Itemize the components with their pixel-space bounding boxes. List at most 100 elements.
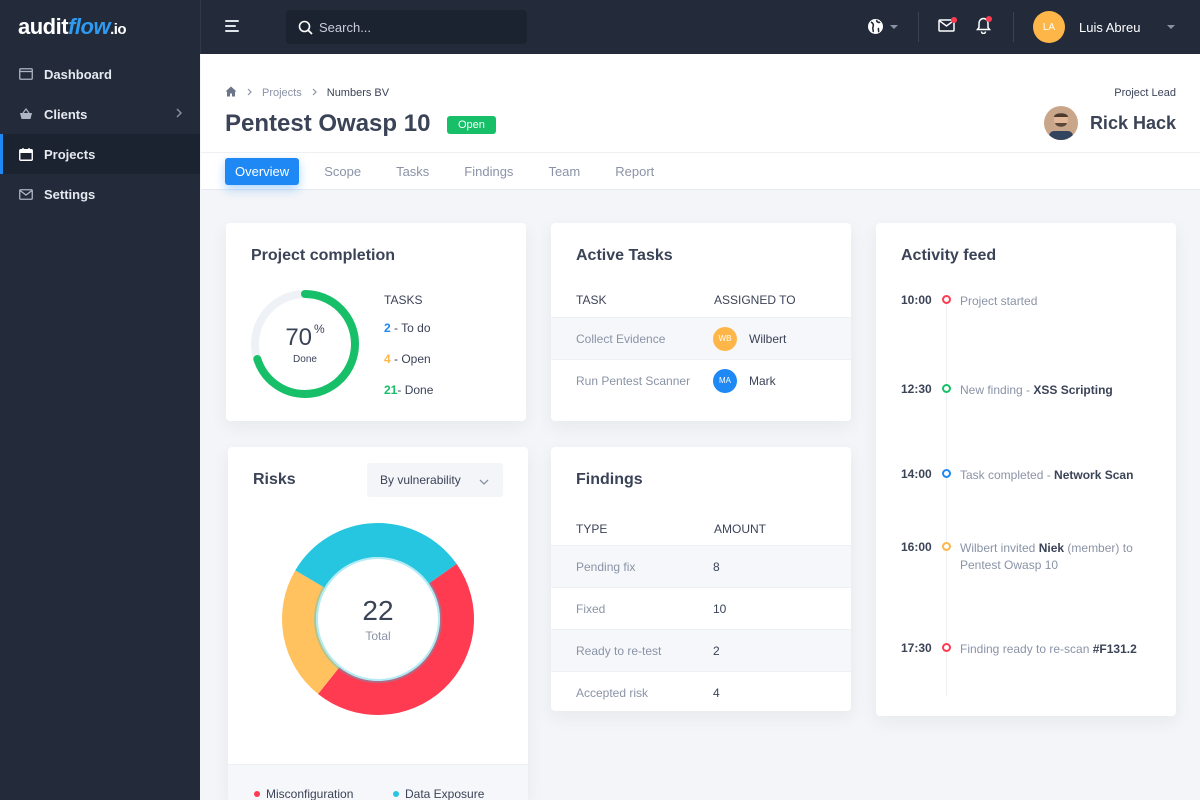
sidebar-item-projects[interactable]: Projects xyxy=(0,134,200,174)
hamburger-menu-icon[interactable] xyxy=(225,20,239,32)
card-title: Activity feed xyxy=(901,247,997,264)
tab-team[interactable]: Team xyxy=(548,164,581,179)
timeline-line xyxy=(946,303,947,696)
table-row[interactable]: Pending fix 8 xyxy=(551,545,851,587)
legend-label: Data Exposure xyxy=(405,787,485,800)
table-row[interactable]: Accepted risk 4 xyxy=(551,671,851,713)
topbar-divider xyxy=(918,12,919,42)
donut-segment-1[interactable] xyxy=(282,570,340,694)
lead-avatar xyxy=(1043,106,1078,140)
project-completion-card: Project completion 70% Done TASKS 2 - To… xyxy=(226,223,526,421)
app-logo[interactable]: audit flow .io xyxy=(0,0,200,54)
language-selector[interactable] xyxy=(867,18,898,35)
tasks-heading: TASKS xyxy=(384,293,423,307)
messages-button[interactable] xyxy=(938,17,957,37)
donut-segment-0[interactable] xyxy=(318,563,474,715)
tabs-divider xyxy=(201,152,1200,153)
tab-overview[interactable]: Overview xyxy=(225,158,300,185)
timeline-dot xyxy=(942,643,951,652)
assignee: WB Wilbert xyxy=(713,326,787,351)
tab-report[interactable]: Report xyxy=(615,164,655,179)
assignee: MA Mark xyxy=(713,368,776,393)
task-stat-todo: 2 - To do xyxy=(384,321,431,335)
column-header-amount: AMOUNT xyxy=(714,522,766,536)
breadcrumb: Projects Numbers BV xyxy=(225,86,389,100)
breadcrumb-projects[interactable]: Projects xyxy=(262,87,302,99)
logo-text-flow: flow xyxy=(68,14,111,39)
project-tabs: Overview Scope Tasks Findings Team Repor… xyxy=(225,158,679,185)
browser-window-icon xyxy=(18,66,34,82)
feed-time: 12:30 xyxy=(901,382,932,396)
legend-dot xyxy=(393,791,399,797)
tab-tasks[interactable]: Tasks xyxy=(396,164,430,179)
findings-card: Findings TYPE AMOUNT Pending fix 8 Fixed… xyxy=(551,447,851,711)
sidebar-item-dashboard[interactable]: Dashboard xyxy=(0,54,200,94)
chevron-down-icon xyxy=(479,474,489,488)
risks-donut-chart xyxy=(282,523,474,715)
legend-dot xyxy=(254,791,260,797)
sidebar-item-label: Dashboard xyxy=(44,66,112,82)
finding-type: Pending fix xyxy=(576,559,636,574)
card-title: Risks xyxy=(253,471,296,488)
notifications-button[interactable] xyxy=(976,16,992,39)
finding-type: Ready to re-test xyxy=(576,643,662,658)
calendar-icon xyxy=(18,146,34,162)
feed-text: Task completed - Network Scan xyxy=(960,468,1134,482)
table-row[interactable]: Fixed 10 xyxy=(551,587,851,629)
search-icon xyxy=(298,20,313,35)
logo-text-io: .io xyxy=(110,20,127,38)
completion-ring: 70% Done xyxy=(250,289,360,399)
task-stat-open: 4 - Open xyxy=(384,352,431,366)
finding-amount: 10 xyxy=(713,601,727,616)
feed-time: 14:00 xyxy=(901,467,932,481)
activity-feed-card: Activity feed 10:00 Project started 12:3… xyxy=(876,223,1176,716)
card-title: Findings xyxy=(576,471,643,488)
donut-segment-2[interactable] xyxy=(295,523,457,588)
feed-time: 16:00 xyxy=(901,540,932,554)
assignee-name: Mark xyxy=(749,373,776,388)
sidebar-item-clients[interactable]: Clients xyxy=(0,94,200,134)
feed-time: 17:30 xyxy=(901,641,932,655)
search-input[interactable] xyxy=(319,19,509,35)
feed-text: Finding ready to re-scan #F131.2 xyxy=(960,642,1137,656)
table-row[interactable]: Ready to re-test 2 xyxy=(551,629,851,671)
tab-scope[interactable]: Scope xyxy=(324,164,362,179)
donut-center: 22 Total xyxy=(282,523,474,715)
feed-text: Wilbert invited Niek (member) to Pentest… xyxy=(960,541,1133,572)
feed-text: Project started xyxy=(960,294,1038,308)
finding-type: Fixed xyxy=(576,601,606,616)
timeline-dot xyxy=(942,469,951,478)
sidebar-nav: Dashboard Clients Projects Settings xyxy=(0,54,200,214)
project-lead-label: Project Lead xyxy=(1114,87,1176,99)
risk-filter-value: By vulnerability xyxy=(380,473,461,487)
risk-legend: Misconfiguration Data Exposure xyxy=(228,764,528,800)
topbar-divider xyxy=(1013,12,1014,42)
card-title: Active Tasks xyxy=(576,247,673,264)
user-menu[interactable]: LA Luis Abreu xyxy=(1033,11,1140,43)
risk-total: 22 xyxy=(362,595,394,626)
ring-label: 70% Done xyxy=(250,289,360,399)
table-row[interactable]: Run Pentest Scanner MA Mark xyxy=(551,359,851,401)
lead-name: Rick Hack xyxy=(1089,112,1176,133)
table-row[interactable]: Collect Evidence WB Wilbert xyxy=(551,317,851,359)
active-tasks-card: Active Tasks TASK ASSIGNED TO Collect Ev… xyxy=(551,223,851,421)
search-box[interactable] xyxy=(286,10,527,44)
risks-card: Risks By vulnerability 22 Total Misconfi… xyxy=(228,447,528,800)
chevron-right-icon xyxy=(312,87,317,99)
project-lead[interactable]: Rick Hack xyxy=(1043,106,1176,140)
finding-amount: 2 xyxy=(713,643,720,658)
assignee-name: Wilbert xyxy=(749,331,787,346)
sidebar-item-label: Clients xyxy=(44,106,88,122)
sidebar-item-settings[interactable]: Settings xyxy=(0,174,200,214)
page-title: Pentest Owasp 10 xyxy=(225,110,431,137)
donut-hole xyxy=(314,555,442,683)
feed-text: New finding - XSS Scripting xyxy=(960,383,1113,397)
home-icon[interactable] xyxy=(225,86,237,100)
risk-filter-select[interactable]: By vulnerability xyxy=(367,463,503,497)
chevron-down-icon[interactable] xyxy=(1167,25,1175,29)
task-stat-done: 21- Done xyxy=(384,383,434,397)
project-header: Projects Numbers BV Pentest Owasp 10 Ope… xyxy=(201,54,1200,190)
envelope-icon xyxy=(18,186,34,202)
tab-findings[interactable]: Findings xyxy=(464,164,514,179)
column-header-type: TYPE xyxy=(576,522,608,536)
